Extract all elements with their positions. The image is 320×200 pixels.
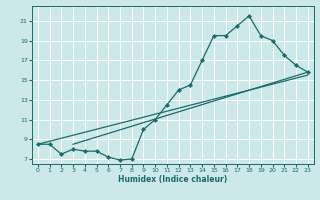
X-axis label: Humidex (Indice chaleur): Humidex (Indice chaleur) <box>118 175 228 184</box>
